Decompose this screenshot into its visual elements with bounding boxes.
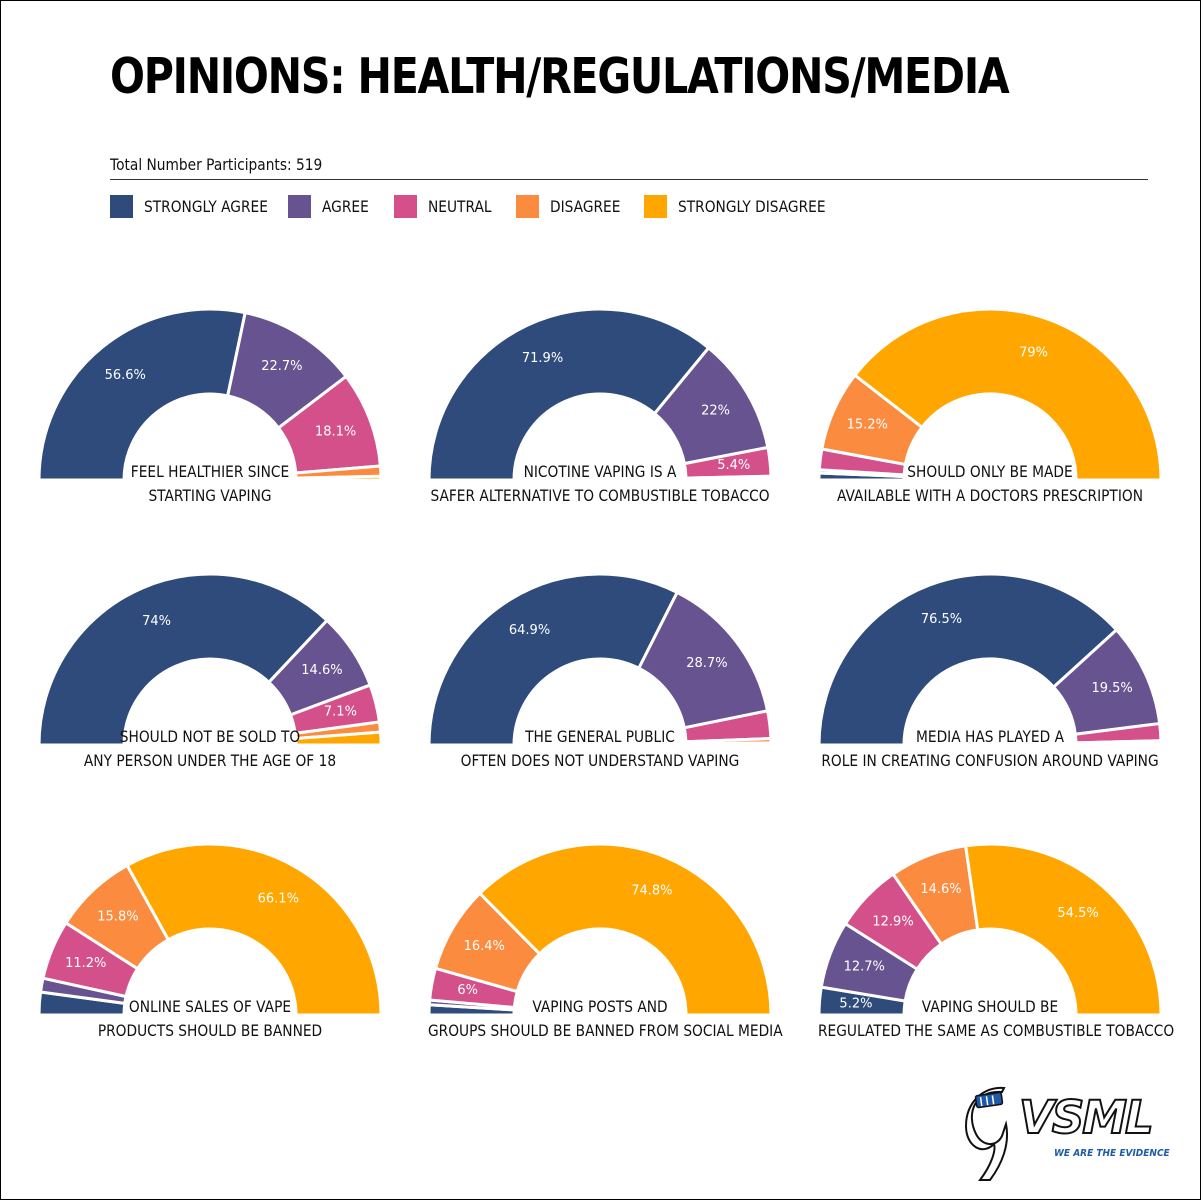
chart-1-label-line-1: FEEL HEALTHIER SINCE — [130, 462, 290, 481]
chart-5-slice-strongly-agree — [427, 572, 679, 747]
chart-5-data-label-strongly-agree: 64.9% — [509, 623, 550, 638]
chart-4-label-line-2: ANY PERSON UNDER THE AGE OF 18 — [83, 751, 337, 770]
chart-4-label-line-1: SHOULD NOT BE SOLD TO — [119, 727, 301, 746]
legend-label-strongly-agree: STRONGLY AGREE — [144, 196, 268, 216]
chart-5-label-line-1: THE GENERAL PUBLIC — [525, 727, 675, 746]
legend-item-strongly-disagree: STRONGLY DISAGREE — [644, 194, 850, 218]
logo-tagline: WE ARE THE EVIDENCE — [1054, 1148, 1170, 1159]
chart-4-data-label-agree: 14.6% — [301, 663, 342, 678]
legend-item-neutral: NEUTRAL — [394, 194, 502, 218]
participants-count: Total Number Participants: 519 — [110, 155, 323, 174]
chart-2-label-line-2: SAFER ALTERNATIVE TO COMBUSTIBLE TOBACCO — [430, 486, 770, 505]
chart-1-data-label-strongly-agree: 56.6% — [105, 368, 146, 383]
chart-7-label: ONLINE SALES OF VAPE PRODUCTS SHOULD BE … — [38, 995, 382, 1043]
chart-4-data-label-strongly-agree: 74% — [142, 614, 171, 629]
legend-swatch-strongly-agree — [110, 194, 133, 218]
legend-label-strongly-disagree: STRONGLY DISAGREE — [678, 196, 826, 216]
chart-5-label: THE GENERAL PUBLIC OFTEN DOES NOT UNDERS… — [428, 725, 772, 773]
chart-7-data-label-neutral: 11.2% — [65, 956, 106, 971]
chart-7-label-line-1: ONLINE SALES OF VAPE — [128, 997, 292, 1016]
logo-ribbon-icon — [964, 1086, 1008, 1181]
chart-9-data-label-neutral: 12.9% — [872, 914, 913, 929]
chart-8-slice-strongly-disagree — [478, 842, 773, 1017]
chart-2-label: NICOTINE VAPING IS A SAFER ALTERNATIVE T… — [428, 460, 772, 508]
chart-8-label: VAPING POSTS AND GROUPS SHOULD BE BANNED… — [428, 995, 783, 1043]
chart-8-label-line-1: VAPING POSTS AND — [532, 997, 668, 1016]
chart-6-label: MEDIA HAS PLAYED A ROLE IN CREATING CONF… — [818, 725, 1162, 773]
chart-2-data-label-agree: 22% — [701, 404, 730, 419]
chart-2-data-label-neutral: 5.4% — [717, 458, 750, 473]
chart-9-label-line-1: VAPING SHOULD BE — [921, 997, 1059, 1016]
chart-2-slice-strongly-agree — [427, 307, 711, 482]
chart-2-slice-strongly-disagree — [684, 476, 773, 482]
legend-item-disagree: DISAGREE — [516, 194, 632, 218]
legend-swatch-neutral — [394, 194, 417, 218]
chart-6-label-line-1: MEDIA HAS PLAYED A — [915, 727, 1064, 746]
chart-4-label: SHOULD NOT BE SOLD TO ANY PERSON UNDER T… — [38, 725, 382, 773]
chart-2-data-label-strongly-agree: 71.9% — [522, 351, 563, 366]
chart-9-data-label-agree: 12.7% — [844, 960, 885, 975]
legend-item-agree: AGREE — [288, 194, 376, 218]
header-divider — [110, 179, 1148, 180]
chart-3-label-line-2: AVAILABLE WITH A DOCTORS PRESCRIPTION — [836, 486, 1144, 505]
chart-8-data-label-strongly-disagree: 74.8% — [631, 883, 672, 898]
chart-9-data-label-strongly-disagree: 54.5% — [1057, 906, 1098, 921]
chart-5-label-line-2: OFTEN DOES NOT UNDERSTAND VAPING — [460, 751, 740, 770]
chart-4-data-label-neutral: 7.1% — [324, 705, 357, 720]
chart-4-slice-strongly-agree — [37, 572, 329, 747]
chart-3-slice-strongly-disagree — [853, 307, 1163, 482]
legend-label-agree: AGREE — [322, 196, 369, 216]
chart-6-data-label-agree: 19.5% — [1091, 681, 1132, 696]
legend-item-strongly-agree: STRONGLY AGREE — [110, 194, 288, 218]
chart-6-slice-strongly-disagree — [1074, 742, 1163, 747]
chart-9-label-line-2: REGULATED THE SAME AS COMBUSTIBLE TOBACC… — [818, 1021, 1175, 1040]
chart-3-data-label-strongly-disagree: 79% — [1019, 345, 1048, 360]
chart-1-label-line-2: STARTING VAPING — [148, 486, 272, 505]
chart-7-slice-strongly-disagree — [125, 842, 383, 1017]
chart-5-slice-strongly-disagree — [684, 741, 773, 747]
chart-1-data-label-agree: 22.7% — [261, 359, 302, 374]
chart-9-data-label-strongly-agree: 5.2% — [839, 997, 872, 1012]
chart-4-slice-strongly-disagree — [294, 730, 383, 747]
legend-swatch-disagree — [516, 194, 539, 218]
chart-6-data-label-strongly-agree: 76.5% — [921, 612, 962, 627]
chart-9-data-label-disagree: 14.6% — [920, 882, 961, 897]
chart-3-label-line-1: SHOULD ONLY BE MADE — [907, 462, 1073, 481]
chart-1-data-label-neutral: 18.1% — [315, 424, 356, 439]
chart-8-data-label-neutral: 6% — [457, 983, 478, 998]
legend-swatch-agree — [288, 194, 311, 218]
chart-7-data-label-strongly-disagree: 66.1% — [258, 892, 299, 907]
chart-8-data-label-disagree: 16.4% — [464, 939, 505, 954]
legend-label-disagree: DISAGREE — [550, 196, 621, 216]
chart-5-data-label-agree: 28.7% — [686, 656, 727, 671]
logo-wordmark: VSML — [1018, 1090, 1155, 1145]
chart-7-data-label-disagree: 15.8% — [97, 909, 138, 924]
chart-3-data-label-disagree: 15.2% — [847, 418, 888, 433]
chart-8-label-line-2: GROUPS SHOULD BE BANNED FROM SOCIAL MEDI… — [428, 1021, 783, 1040]
page-title: OPINIONS: HEALTH/REGULATIONS/MEDIA — [110, 48, 1010, 105]
chart-1-slice-strongly-agree — [37, 307, 247, 482]
chart-9-label: VAPING SHOULD BE REGULATED THE SAME AS C… — [818, 995, 1175, 1043]
chart-9-slice-strongly-disagree — [964, 842, 1163, 1017]
chart-7-label-line-2: PRODUCTS SHOULD BE BANNED — [97, 1021, 323, 1040]
legend-swatch-strongly-disagree — [644, 194, 667, 218]
legend-label-neutral: NEUTRAL — [428, 196, 492, 216]
chart-6-label-line-2: ROLE IN CREATING CONFUSION AROUND VAPING — [821, 751, 1159, 770]
chart-2-label-line-1: NICOTINE VAPING IS A — [523, 462, 677, 481]
chart-1-slice-strongly-disagree — [294, 474, 383, 482]
chart-1-label: FEEL HEALTHIER SINCE STARTING VAPING — [38, 460, 382, 508]
chart-6-slice-strongly-agree — [817, 572, 1118, 747]
chart-3-label: SHOULD ONLY BE MADE AVAILABLE WITH A DOC… — [818, 460, 1162, 508]
